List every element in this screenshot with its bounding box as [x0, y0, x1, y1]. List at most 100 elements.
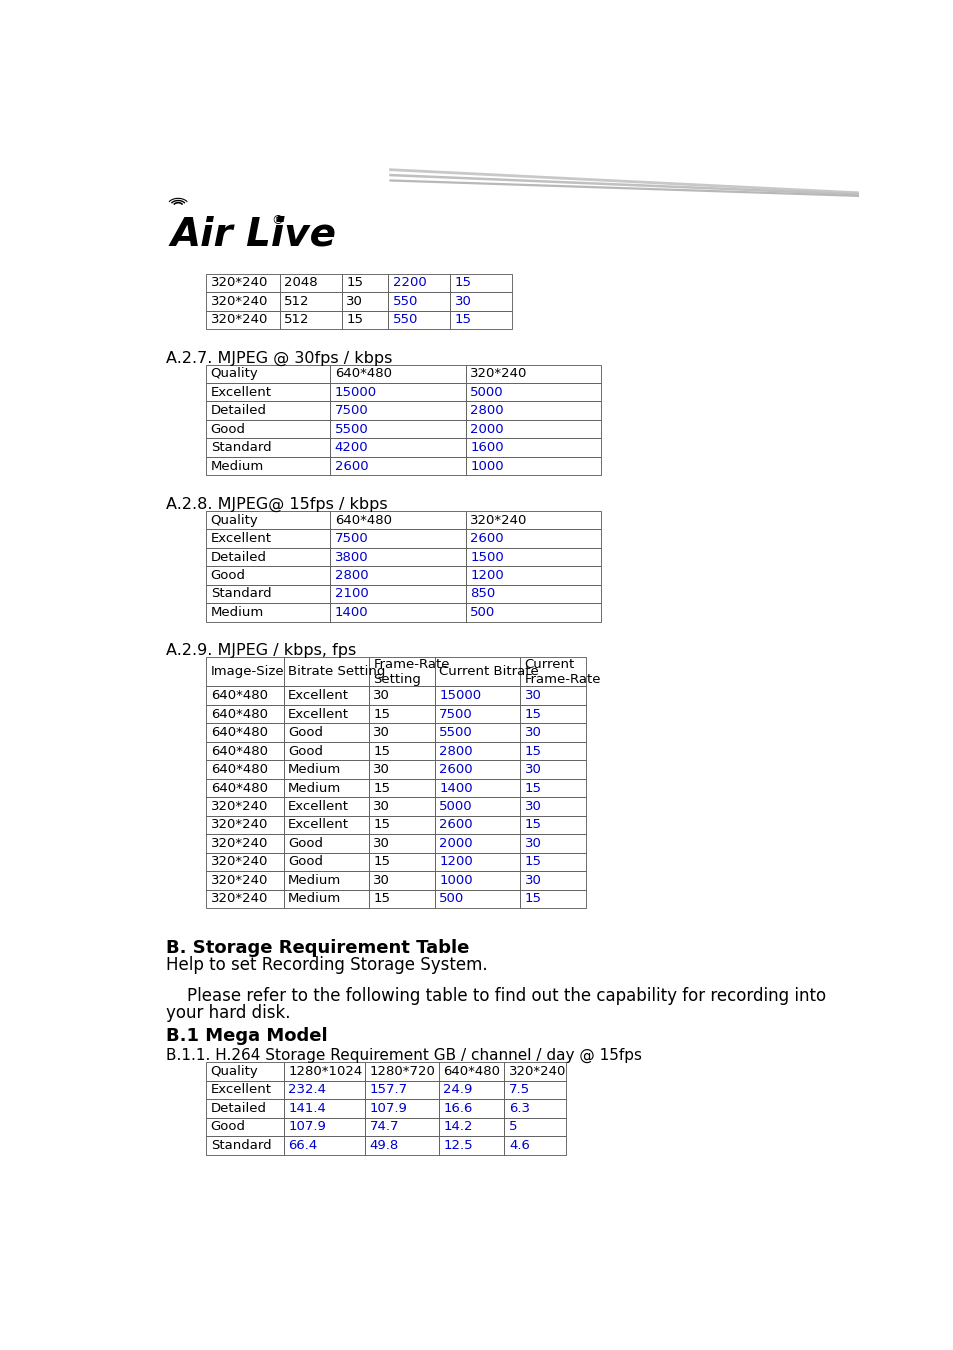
Text: Good: Good	[211, 568, 246, 582]
Text: 4200: 4200	[335, 441, 368, 454]
Text: 320*240: 320*240	[211, 892, 268, 906]
Text: 4.6: 4.6	[509, 1139, 530, 1152]
Bar	[369, 705, 435, 724]
Bar	[519, 815, 585, 834]
Text: 15: 15	[373, 892, 390, 906]
Bar	[206, 1118, 283, 1137]
Text: 2000: 2000	[439, 837, 473, 850]
Bar	[465, 364, 600, 383]
Bar	[206, 798, 283, 815]
Bar	[504, 1099, 566, 1118]
Bar	[283, 871, 369, 890]
Text: 30: 30	[524, 726, 541, 738]
Text: 30: 30	[524, 688, 541, 702]
Bar	[283, 686, 369, 705]
Text: 7500: 7500	[439, 707, 473, 721]
Text: Excellent: Excellent	[211, 532, 272, 545]
Text: 7500: 7500	[335, 532, 368, 545]
Text: Detailed: Detailed	[211, 404, 267, 417]
Text: 2200: 2200	[393, 277, 426, 289]
Text: 30: 30	[373, 801, 390, 813]
Bar	[388, 274, 450, 292]
Bar	[519, 871, 585, 890]
Bar	[206, 274, 279, 292]
Bar	[206, 853, 283, 871]
Text: Good: Good	[211, 1120, 246, 1133]
Text: 15: 15	[524, 856, 541, 868]
Text: 15: 15	[524, 818, 541, 832]
Bar	[279, 292, 341, 311]
Bar	[519, 705, 585, 724]
Bar	[283, 1118, 365, 1137]
Text: 30: 30	[524, 801, 541, 813]
Text: 7500: 7500	[335, 404, 368, 417]
Bar	[465, 510, 600, 529]
Bar	[519, 724, 585, 741]
Text: 512: 512	[284, 313, 310, 327]
Text: 640*480: 640*480	[335, 513, 392, 526]
Bar	[465, 603, 600, 622]
Text: 640*480: 640*480	[443, 1065, 499, 1077]
Bar	[365, 1118, 438, 1137]
Bar	[283, 1080, 365, 1099]
Text: 5: 5	[509, 1120, 517, 1133]
Text: 512: 512	[284, 294, 310, 308]
Text: Excellent: Excellent	[288, 688, 349, 702]
Text: 15: 15	[373, 856, 390, 868]
Bar	[435, 760, 519, 779]
Bar	[369, 815, 435, 834]
Text: 2800: 2800	[335, 568, 368, 582]
Bar	[519, 853, 585, 871]
Text: 640*480: 640*480	[211, 782, 268, 795]
Text: 2100: 2100	[335, 587, 368, 601]
Bar	[206, 292, 279, 311]
Text: 6.3: 6.3	[509, 1102, 530, 1115]
Bar	[465, 548, 600, 566]
Bar	[283, 815, 369, 834]
Bar	[283, 1062, 365, 1080]
Text: 15: 15	[524, 782, 541, 795]
Text: 30: 30	[373, 726, 390, 738]
Text: 5500: 5500	[439, 726, 473, 738]
Text: Frame-Rate
Setting: Frame-Rate Setting	[373, 657, 450, 686]
Text: Good: Good	[211, 423, 246, 436]
Text: Excellent: Excellent	[211, 1083, 272, 1096]
Text: 30: 30	[524, 873, 541, 887]
Bar	[206, 566, 330, 585]
Text: 640*480: 640*480	[211, 707, 268, 721]
Text: 7.5: 7.5	[509, 1083, 530, 1096]
Text: 640*480: 640*480	[211, 745, 268, 757]
Text: 1000: 1000	[470, 459, 503, 472]
Bar	[279, 274, 341, 292]
Text: Current
Frame-Rate: Current Frame-Rate	[524, 657, 600, 686]
Bar	[435, 657, 519, 686]
Text: 850: 850	[470, 587, 495, 601]
Bar	[283, 724, 369, 741]
Text: 3800: 3800	[335, 551, 368, 563]
Bar	[330, 456, 465, 475]
Bar	[330, 566, 465, 585]
Text: 320*240: 320*240	[470, 513, 527, 526]
Text: Detailed: Detailed	[211, 1102, 267, 1115]
Text: 15: 15	[524, 745, 541, 757]
Text: 15: 15	[346, 277, 363, 289]
Bar	[283, 798, 369, 815]
Text: 320*240: 320*240	[211, 294, 268, 308]
Text: 1400: 1400	[439, 782, 473, 795]
Bar	[330, 548, 465, 566]
Bar	[279, 310, 341, 329]
Text: 15: 15	[373, 818, 390, 832]
Bar	[330, 439, 465, 456]
Bar	[206, 871, 283, 890]
Bar	[206, 1099, 283, 1118]
Bar	[330, 383, 465, 401]
Bar	[283, 779, 369, 798]
Text: 2600: 2600	[439, 763, 473, 776]
Bar	[206, 724, 283, 741]
Bar	[450, 274, 512, 292]
Bar	[341, 310, 388, 329]
Text: Help to set Recording Storage System.: Help to set Recording Storage System.	[166, 956, 487, 973]
Bar	[206, 401, 330, 420]
Bar	[206, 760, 283, 779]
Bar	[341, 292, 388, 311]
